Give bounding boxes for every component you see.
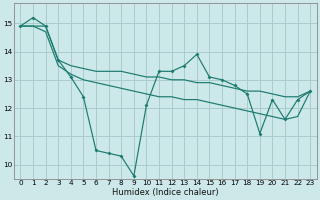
X-axis label: Humidex (Indice chaleur): Humidex (Indice chaleur) — [112, 188, 219, 197]
